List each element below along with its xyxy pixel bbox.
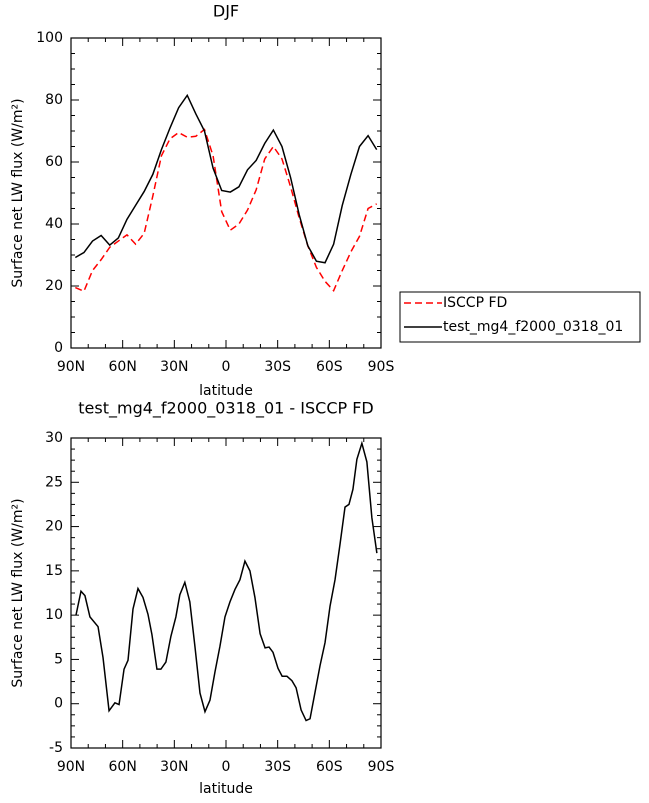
y-tick-label: 25	[45, 474, 63, 490]
y-tick-label: 100	[36, 30, 63, 46]
y-tick-label: 60	[45, 154, 63, 170]
y-axis-label: Surface net LW flux (W/m²)	[10, 498, 26, 687]
data-line	[75, 128, 378, 293]
y-tick-label: 20	[45, 278, 63, 294]
x-axis-label: latitude	[199, 383, 253, 399]
y-tick-label: 0	[54, 340, 63, 356]
x-axis-label: latitude	[199, 781, 253, 797]
x-tick-label: 60N	[109, 759, 137, 775]
x-tick-label: 30S	[264, 759, 291, 775]
data-line	[75, 440, 378, 722]
x-tick-label: 30N	[160, 359, 188, 375]
data-line	[74, 93, 378, 264]
x-tick-label: 0	[222, 759, 231, 775]
y-tick-label: -5	[49, 740, 63, 756]
y-tick-label: 0	[54, 696, 63, 712]
x-tick-label: 90N	[57, 359, 85, 375]
x-tick-label: 30S	[264, 359, 291, 375]
legend-box	[399, 291, 641, 343]
x-tick-label: 90S	[368, 359, 395, 375]
plot-frame	[70, 437, 382, 749]
x-tick-label: 60S	[316, 759, 343, 775]
y-tick-label: 5	[54, 651, 63, 667]
x-tick-label: 0	[222, 359, 231, 375]
y-axis-label: Surface net LW flux (W/m²)	[10, 98, 26, 287]
x-tick-label: 60N	[109, 359, 137, 375]
y-tick-label: 10	[45, 607, 63, 623]
x-tick-label: 90N	[57, 759, 85, 775]
y-tick-label: 40	[45, 216, 63, 232]
y-tick-label: 20	[45, 519, 63, 535]
y-tick-label: 80	[45, 92, 63, 108]
plot-frame	[70, 37, 382, 349]
chart-title: test_mg4_f2000_0318_01 - ISCCP FD	[78, 399, 374, 419]
x-tick-label: 60S	[316, 359, 343, 375]
x-tick-label: 30N	[160, 759, 188, 775]
x-tick-label: 90S	[368, 759, 395, 775]
legend-label: ISCCP FD	[443, 295, 507, 311]
y-tick-label: 15	[45, 563, 63, 579]
legend-label: test_mg4_f2000_0318_01	[443, 319, 623, 335]
y-tick-label: 30	[45, 430, 63, 446]
chart-title: DJF	[213, 2, 239, 21]
